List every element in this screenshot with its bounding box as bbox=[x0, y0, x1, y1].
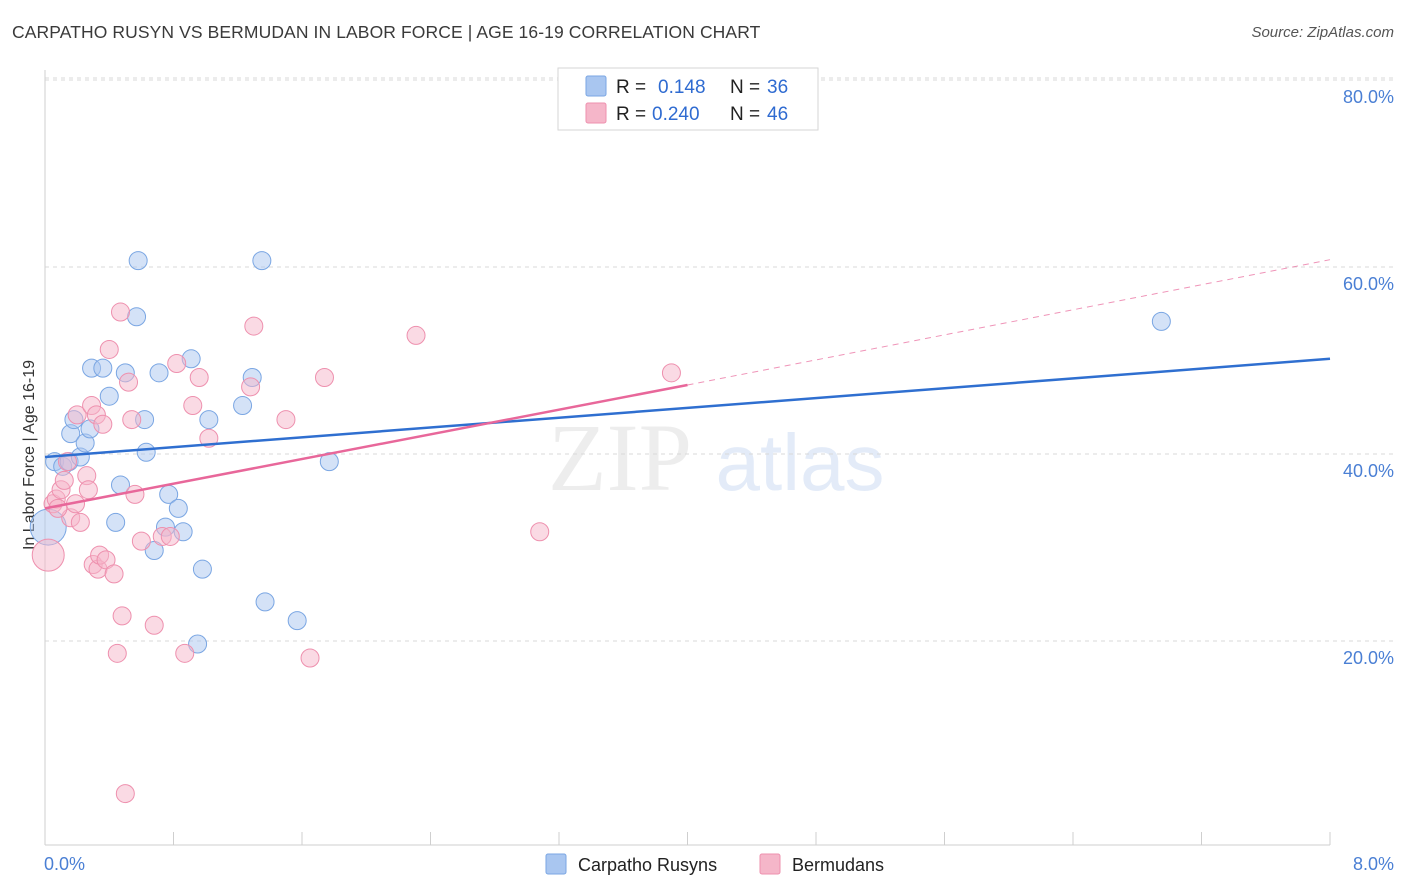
watermark: ZIP atlas bbox=[548, 404, 884, 511]
point-carpatho-rusyns bbox=[99, 386, 119, 406]
point-carpatho-rusyns bbox=[128, 251, 148, 271]
point-bermudans bbox=[107, 643, 127, 663]
point-bermudans bbox=[54, 470, 74, 490]
legend-r-label-pink: R = bbox=[616, 104, 646, 125]
point-bermudans bbox=[115, 784, 135, 804]
point-carpatho-rusyns bbox=[188, 634, 208, 654]
point-bermudans bbox=[70, 512, 90, 532]
point-carpatho-rusyns bbox=[136, 442, 156, 462]
point-bermudans bbox=[131, 531, 151, 551]
point-bermudans bbox=[276, 410, 296, 430]
trend-line-carpatho-rusyns bbox=[44, 357, 1331, 459]
legend-r-value-blue: 0.148 bbox=[658, 77, 706, 98]
point-carpatho-rusyns bbox=[233, 396, 253, 416]
series-legend-swatch-pink bbox=[759, 853, 781, 875]
point-bermudans bbox=[110, 302, 130, 322]
trend-line-bermudans bbox=[44, 383, 688, 510]
point-bermudans bbox=[530, 522, 550, 542]
point-bermudans bbox=[67, 405, 87, 425]
legend-n-value-pink: 46 bbox=[767, 104, 788, 125]
point-bermudans bbox=[144, 615, 164, 635]
point-bermudans bbox=[78, 480, 98, 500]
point-carpatho-rusyns bbox=[127, 307, 147, 327]
legend-swatch-blue bbox=[585, 75, 607, 97]
trend-lines bbox=[44, 259, 1331, 510]
point-bermudans bbox=[406, 325, 426, 345]
point-bermudans bbox=[189, 368, 209, 387]
point-bermudans bbox=[93, 414, 113, 434]
point-carpatho-rusyns bbox=[168, 498, 188, 518]
series-legend-swatch-blue bbox=[545, 853, 567, 875]
series-legend: Carpatho Rusyns Bermudans bbox=[545, 853, 884, 875]
point-carpatho-rusyns bbox=[287, 611, 307, 631]
y-tick-label: 40.0% bbox=[1343, 461, 1394, 481]
point-bermudans bbox=[183, 396, 203, 416]
y-tick-label: 60.0% bbox=[1343, 274, 1394, 294]
point-carpatho-rusyns bbox=[252, 251, 272, 271]
series-legend-label-blue: Carpatho Rusyns bbox=[578, 855, 717, 875]
point-bermudans bbox=[57, 452, 77, 472]
legend-n-value-blue: 36 bbox=[767, 77, 788, 98]
point-bermudans bbox=[241, 377, 261, 397]
series-legend-label-pink: Bermudans bbox=[792, 855, 884, 875]
point-carpatho-rusyns bbox=[106, 512, 126, 532]
point-bermudans bbox=[199, 428, 219, 448]
point-carpatho-rusyns bbox=[149, 363, 169, 383]
point-carpatho-rusyns bbox=[199, 410, 219, 430]
point-bermudans bbox=[104, 564, 124, 584]
point-carpatho-rusyns bbox=[192, 559, 212, 579]
watermark-atlas: atlas bbox=[716, 418, 885, 507]
point-bermudans bbox=[661, 363, 681, 383]
x-tick-label-min: 0.0% bbox=[44, 854, 85, 874]
legend-r-label-blue: R = bbox=[616, 77, 646, 98]
point-bermudans bbox=[160, 526, 180, 546]
point-bermudans bbox=[167, 353, 187, 373]
watermark-zip: ZIP bbox=[548, 404, 692, 511]
gridlines bbox=[45, 77, 1394, 642]
point-bermudans bbox=[125, 484, 145, 504]
y-tick-labels: 20.0% 40.0% 60.0% 80.0% bbox=[1343, 87, 1394, 668]
point-bermudans bbox=[314, 368, 334, 387]
point-bermudans bbox=[175, 643, 195, 663]
data-points bbox=[29, 251, 1171, 804]
point-bermudans bbox=[244, 316, 264, 336]
legend-n-label-pink: N = bbox=[730, 104, 760, 125]
point-bermudans bbox=[112, 606, 132, 626]
legend-swatch-pink bbox=[585, 102, 607, 124]
y-tick-label: 80.0% bbox=[1343, 87, 1394, 107]
point-carpatho-rusyns bbox=[255, 592, 275, 612]
point-bermudans bbox=[99, 339, 119, 359]
point-bermudans bbox=[31, 538, 65, 572]
x-ticks bbox=[44, 832, 1331, 845]
point-bermudans bbox=[300, 648, 320, 668]
y-axis-title: In Labor Force | Age 16-19 bbox=[21, 360, 38, 550]
point-bermudans bbox=[119, 372, 139, 392]
stats-legend: R = 0.148 N = 36 R = 0.240 N = 46 bbox=[557, 67, 819, 131]
source-label: Source: ZipAtlas.com bbox=[1251, 24, 1394, 41]
point-carpatho-rusyns bbox=[1151, 311, 1171, 331]
x-tick-label-max: 8.0% bbox=[1353, 854, 1394, 874]
point-carpatho-rusyns bbox=[93, 358, 113, 378]
point-bermudans bbox=[122, 410, 142, 430]
y-tick-label: 20.0% bbox=[1343, 648, 1394, 668]
chart-title: CARPATHO RUSYN VS BERMUDAN IN LABOR FORC… bbox=[12, 22, 761, 42]
legend-r-value-pink: 0.240 bbox=[652, 104, 700, 125]
legend-n-label-blue: N = bbox=[730, 77, 760, 98]
